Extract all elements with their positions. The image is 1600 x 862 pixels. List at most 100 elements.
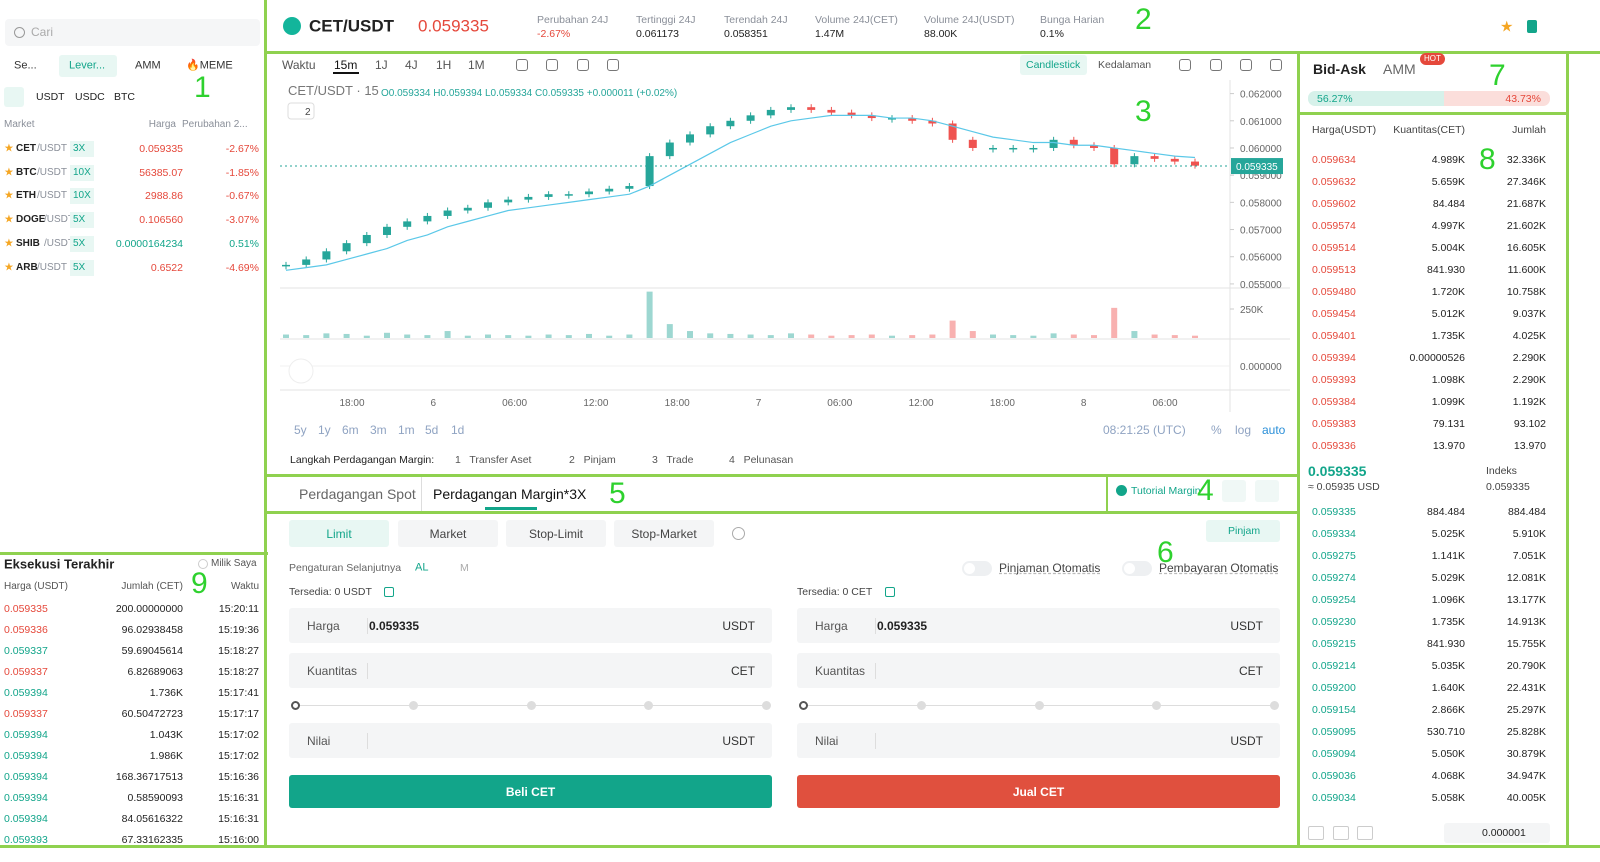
mine-filter[interactable]: Milik Saya (211, 558, 257, 569)
fav-tab[interactable] (4, 87, 24, 107)
view[interactable]: Kedalaman (1098, 58, 1152, 71)
market-quote[interactable]: /USDT (37, 166, 67, 178)
submit-button[interactable]: Beli CET (505, 785, 556, 799)
range[interactable]: 5d (425, 423, 439, 437)
book-price[interactable]: 0.059274 (1312, 571, 1356, 584)
book-price[interactable]: 0.059513 (1312, 263, 1356, 276)
submit-bg[interactable] (289, 775, 772, 808)
market-quote[interactable]: /USDT (44, 214, 74, 226)
market-tab[interactable]: Lever... (69, 59, 106, 72)
range[interactable]: 6m (342, 423, 359, 437)
order-type-bg[interactable] (614, 520, 714, 547)
order-type[interactable]: Stop-Limit (528, 527, 584, 541)
submit-button[interactable]: Jual CET (1012, 785, 1065, 799)
book-price[interactable]: 0.059154 (1312, 703, 1356, 716)
book-price[interactable]: 0.059215 (1312, 637, 1356, 650)
price-input[interactable]: 0.059335 (877, 619, 928, 633)
book-price[interactable]: 0.059514 (1312, 241, 1356, 254)
range[interactable]: 1y (318, 423, 331, 437)
layout-icon[interactable] (1308, 826, 1324, 840)
icon-button[interactable] (1255, 480, 1279, 502)
input-box[interactable] (797, 608, 1280, 643)
al-option[interactable]: AL (415, 561, 429, 574)
pair[interactable]: CET/USDT (309, 16, 394, 36)
tool-icon[interactable] (1210, 59, 1222, 71)
scale-option[interactable]: log (1235, 423, 1252, 437)
interval[interactable]: 1M (468, 58, 485, 72)
book-price[interactable]: 0.059034 (1312, 791, 1356, 804)
book-price[interactable]: 0.059214 (1312, 659, 1356, 672)
input-box[interactable] (289, 723, 772, 758)
order-tab[interactable]: Perdagangan Margin*3X (433, 486, 587, 502)
quote-tab[interactable]: USDC (75, 90, 105, 103)
book-icon[interactable] (1527, 20, 1537, 33)
book-price[interactable]: 0.059634 (1312, 153, 1356, 166)
book-tab[interactable]: Bid-Ask (1313, 61, 1366, 77)
interval[interactable]: 1J (375, 58, 388, 72)
precision-box[interactable] (1444, 823, 1550, 843)
market-quote[interactable]: /USDT (37, 143, 67, 154)
icon-button[interactable] (1222, 480, 1246, 502)
book-price[interactable]: 0.059384 (1312, 395, 1356, 408)
range[interactable]: 1m (398, 423, 415, 437)
tool-icon[interactable] (1270, 59, 1282, 71)
deposit-icon[interactable] (384, 587, 394, 597)
view[interactable]: Candlestick (1026, 58, 1081, 71)
tool-icon[interactable] (577, 59, 589, 71)
order-type-bg[interactable] (506, 520, 606, 547)
tool-icon[interactable] (1240, 59, 1252, 71)
borrow-button[interactable]: Pinjam (1228, 524, 1261, 537)
order-tab[interactable]: Perdagangan Spot (299, 486, 416, 502)
book-price[interactable]: 0.059401 (1312, 329, 1356, 342)
market-quote[interactable]: /USDT (44, 237, 74, 249)
scale-option[interactable]: % (1211, 423, 1222, 437)
book-price[interactable]: 0.059336 (1312, 439, 1356, 452)
order-type[interactable]: Market (429, 527, 467, 541)
quote-tab[interactable]: USDT (36, 90, 65, 103)
search-placeholder[interactable]: Cari (31, 25, 54, 39)
tool-icon[interactable] (1179, 59, 1191, 71)
book-price[interactable]: 0.059393 (1312, 373, 1356, 386)
book-price[interactable]: 0.059574 (1312, 219, 1356, 232)
search-box[interactable] (5, 19, 260, 46)
book-price[interactable]: 0.059454 (1312, 307, 1356, 320)
layout-icon[interactable] (1357, 826, 1373, 840)
quote-tab[interactable]: BTC (114, 90, 135, 103)
market-base[interactable]: DOGE (16, 214, 46, 226)
checkbox[interactable] (198, 559, 208, 569)
borrow-bg[interactable] (1206, 520, 1280, 542)
market-tab[interactable]: 🔥MEME (186, 59, 233, 72)
auto-option[interactable]: Pembayaran Otomatis (1159, 561, 1279, 575)
tutorial-link[interactable]: Tutorial Margin (1131, 484, 1201, 497)
range[interactable]: 1d (451, 423, 465, 437)
range[interactable]: 3m (370, 423, 387, 437)
precision[interactable]: 0.000001 (1482, 826, 1526, 839)
market-base[interactable]: BTC (16, 166, 37, 178)
book-price[interactable]: 0.059383 (1312, 417, 1356, 430)
market-tab[interactable]: Se... (14, 59, 37, 72)
deposit-icon[interactable] (885, 587, 895, 597)
range[interactable]: 5y (294, 423, 307, 437)
interval[interactable]: 4J (405, 58, 418, 72)
book-price[interactable]: 0.059602 (1312, 197, 1356, 210)
interval[interactable]: Waktu (282, 58, 316, 72)
book-price[interactable]: 0.059230 (1312, 615, 1356, 628)
fav-icon[interactable]: ★ (1500, 18, 1514, 36)
price-input[interactable]: 0.059335 (369, 619, 420, 633)
input-box[interactable] (797, 653, 1280, 688)
book-price[interactable]: 0.059036 (1312, 769, 1356, 782)
market-quote[interactable]: /USDT (37, 261, 67, 273)
submit-bg[interactable] (797, 775, 1280, 808)
input-box[interactable] (797, 723, 1280, 758)
book-price[interactable]: 0.059632 (1312, 175, 1356, 188)
order-type[interactable]: Stop-Market (631, 527, 697, 541)
input-box[interactable] (289, 653, 772, 688)
auto-option[interactable]: Pinjaman Otomatis (999, 561, 1101, 575)
tool-icon[interactable] (607, 59, 619, 71)
book-price[interactable]: 0.059394 (1312, 351, 1356, 364)
book-price[interactable]: 0.059200 (1312, 681, 1356, 694)
interval[interactable]: 1H (436, 58, 452, 72)
book-price[interactable]: 0.059480 (1312, 285, 1356, 298)
interval[interactable]: 15m (334, 58, 358, 72)
order-type[interactable]: Limit (326, 527, 352, 541)
